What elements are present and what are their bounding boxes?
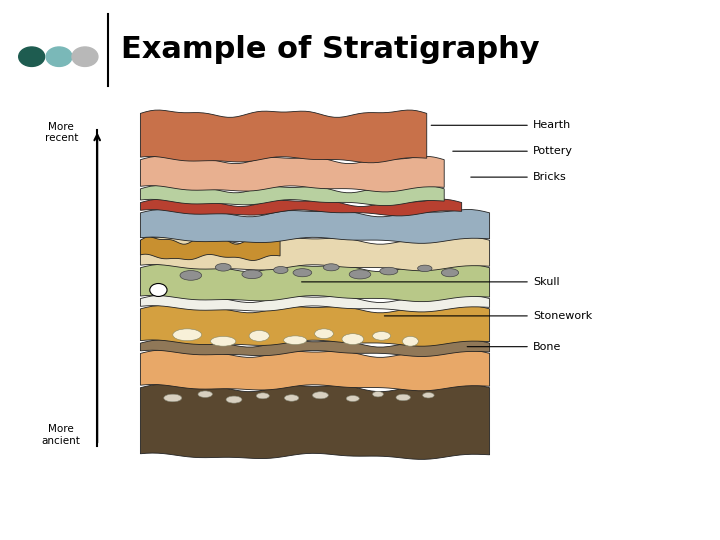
Text: Pottery: Pottery (453, 146, 573, 156)
Ellipse shape (215, 264, 231, 271)
Ellipse shape (342, 334, 364, 345)
Ellipse shape (349, 270, 371, 279)
Polygon shape (140, 295, 490, 312)
Ellipse shape (226, 396, 242, 403)
Polygon shape (140, 199, 462, 216)
Ellipse shape (173, 329, 202, 341)
Polygon shape (140, 384, 490, 460)
Ellipse shape (315, 329, 333, 339)
Circle shape (46, 47, 72, 66)
Polygon shape (140, 306, 490, 346)
Ellipse shape (373, 332, 391, 340)
Ellipse shape (198, 391, 212, 397)
Polygon shape (140, 265, 490, 302)
Text: More
ancient: More ancient (42, 424, 81, 446)
Ellipse shape (441, 268, 459, 276)
Text: Example of Stratigraphy: Example of Stratigraphy (121, 35, 539, 64)
Ellipse shape (180, 271, 202, 280)
Polygon shape (140, 350, 490, 391)
Polygon shape (140, 237, 280, 260)
Circle shape (72, 47, 98, 66)
Ellipse shape (163, 394, 181, 402)
Ellipse shape (284, 336, 307, 345)
Ellipse shape (373, 392, 383, 397)
Polygon shape (140, 157, 444, 192)
Polygon shape (140, 210, 490, 244)
Text: Stonework: Stonework (384, 311, 592, 321)
Ellipse shape (380, 267, 397, 275)
Ellipse shape (396, 394, 410, 401)
Ellipse shape (423, 393, 434, 398)
Text: Bricks: Bricks (471, 172, 567, 182)
Ellipse shape (346, 395, 359, 401)
Text: Skull: Skull (302, 277, 559, 287)
Text: Bone: Bone (467, 342, 561, 352)
Ellipse shape (418, 265, 432, 272)
Polygon shape (140, 110, 427, 163)
Ellipse shape (210, 336, 236, 346)
Ellipse shape (256, 393, 269, 399)
Circle shape (19, 47, 45, 66)
Circle shape (150, 284, 167, 296)
Text: Hearth: Hearth (431, 120, 571, 130)
Polygon shape (140, 237, 490, 271)
Ellipse shape (249, 330, 269, 341)
Ellipse shape (323, 264, 339, 271)
Text: More
recent: More recent (45, 122, 78, 143)
Polygon shape (140, 340, 490, 356)
Ellipse shape (312, 392, 328, 399)
Ellipse shape (402, 336, 418, 346)
Polygon shape (140, 186, 444, 206)
Ellipse shape (242, 270, 262, 279)
Ellipse shape (284, 395, 299, 401)
Ellipse shape (293, 268, 312, 276)
Ellipse shape (274, 267, 288, 273)
